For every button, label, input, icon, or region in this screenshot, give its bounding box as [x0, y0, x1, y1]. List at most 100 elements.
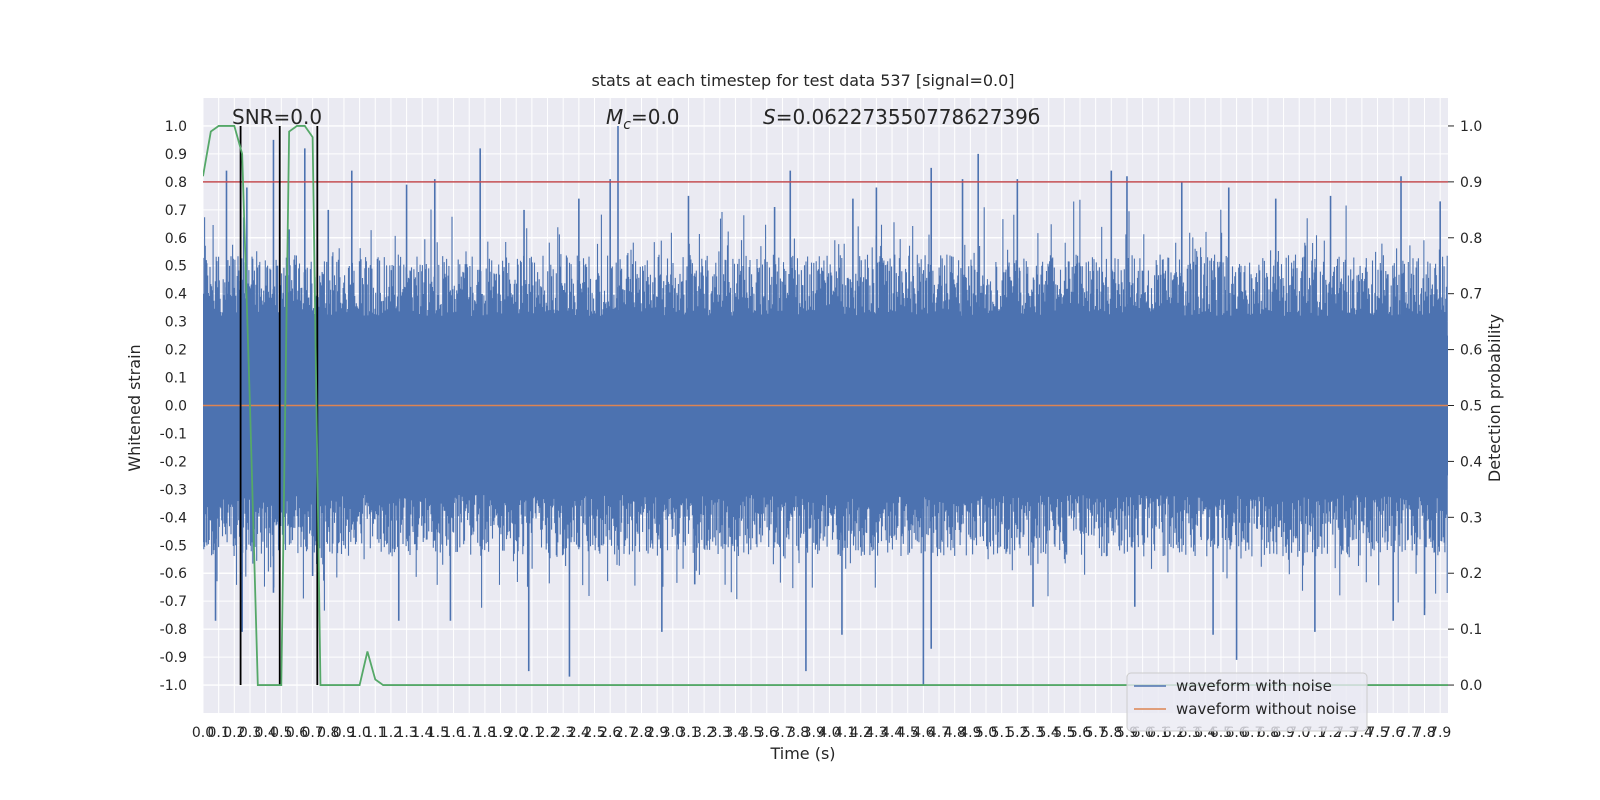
x-tick-label: 4.8: [944, 725, 966, 741]
chirp-mass-annotation: Mc=0.0: [606, 105, 680, 133]
y2-tick-label: 0.4: [1460, 454, 1482, 470]
x-tick-label: 5.0: [975, 725, 997, 741]
x-tick-label: 0.1: [208, 725, 230, 741]
x-tick-label: 1.9: [489, 725, 511, 741]
x-tick-label: 0.2: [223, 725, 245, 741]
x-tick-label: 3.8: [787, 725, 809, 741]
x-tick-label: 4.6: [912, 725, 934, 741]
x-tick-label: 1.4: [411, 725, 433, 741]
x-tick-label: 2.8: [630, 725, 652, 741]
y-tick-label: 0.7: [165, 203, 187, 219]
y2-tick-label: 0.7: [1460, 287, 1482, 303]
x-tick-label: 4.4: [881, 725, 903, 741]
y2-axis-label: Detection probability: [1485, 314, 1504, 482]
y-tick-label: 0.4: [165, 287, 187, 303]
x-tick-label: 5.2: [1006, 725, 1028, 741]
y-tick-label: 0.9: [165, 147, 187, 163]
x-tick-label: 2.3: [552, 725, 574, 741]
series-lines: [203, 125, 1448, 686]
x-tick-label: 0.6: [286, 725, 308, 741]
x-tick-label: 0.4: [255, 725, 277, 741]
y-axis-left: -1.0 -0.9 -0.8 -0.7 -0.6 -0.5 -0.4 -0.3 -0.2 -0.1…: [160, 119, 187, 694]
x-tick-label: 4.3: [865, 725, 887, 741]
x-tick-label: 1.3: [395, 725, 417, 741]
x-tick-label: 3.5: [740, 725, 762, 741]
x-tick-label: 4.9: [959, 725, 981, 741]
x-tick-label: 3.9: [803, 725, 825, 741]
y2-tick-label: 0.2: [1460, 566, 1482, 582]
y-tick-label: -0.5: [160, 538, 187, 554]
snr-annotation: SNR=0.0: [232, 105, 322, 129]
x-tick-label: 3.6: [756, 725, 778, 741]
x-tick-label: 3.1: [677, 725, 699, 741]
x-axis: 0.00.10.20.30.40.50.60.70.80.91.01.11.21…: [192, 725, 1451, 741]
y-tick-label: 1.0: [165, 119, 187, 135]
y-axis-right: 0.0 0.1 0.2 0.3 0.4 0.5 0.6 0.7 0.8 0.9 1.0: [1448, 119, 1482, 694]
x-tick-label: 3.0: [662, 725, 684, 741]
y-tick-label: 0.3: [165, 315, 187, 331]
x-tick-label: 0.5: [270, 725, 292, 741]
x-tick-label: 2.4: [568, 725, 590, 741]
x-tick-label: 1.1: [364, 725, 386, 741]
x-tick-label: 3.7: [771, 725, 793, 741]
x-tick-label: 0.3: [239, 725, 261, 741]
y2-tick-label: 0.8: [1460, 231, 1482, 247]
x-tick-label: 0.9: [333, 725, 355, 741]
score-annotation: S=0.06227355077862739б: [763, 105, 1040, 129]
x-tick-label: 1.2: [380, 725, 402, 741]
y2-tick-label: 0.1: [1460, 622, 1482, 638]
y-tick-label: -0.7: [160, 594, 187, 610]
x-tick-label: 0.8: [317, 725, 339, 741]
x-tick-label: 3.4: [724, 725, 746, 741]
legend: waveform with noise waveform without noi…: [1126, 672, 1368, 732]
chirp-mass-value: =0.0: [631, 105, 680, 129]
x-tick-label: 2.9: [646, 725, 668, 741]
x-tick-label: 5.7: [1085, 725, 1107, 741]
y2-tick-label: 1.0: [1460, 119, 1482, 135]
x-tick-label: 4.7: [928, 725, 950, 741]
x-tick-label: 2.5: [583, 725, 605, 741]
x-tick-label: 4.5: [897, 725, 919, 741]
x-tick-label: 0.7: [301, 725, 323, 741]
score-value: =0.06227355077862739б: [776, 105, 1041, 129]
x-tick-label: 7.7: [1398, 725, 1420, 741]
x-tick-label: 3.3: [709, 725, 731, 741]
chirp-mass-subscript: c: [623, 117, 631, 133]
x-tick-label: 2.0: [505, 725, 527, 741]
chirp-mass-symbol: M: [606, 105, 623, 129]
x-tick-label: 4.0: [818, 725, 840, 741]
x-tick-label: 4.1: [834, 725, 856, 741]
legend-label-waveform-with-noise: waveform with noise: [1176, 677, 1332, 695]
x-tick-label: 5.3: [1022, 725, 1044, 741]
score-symbol: S: [763, 105, 776, 129]
chart-title: stats at each timestep for test data 537…: [591, 71, 1014, 90]
y-tick-label: -1.0: [160, 678, 187, 694]
y-tick-label: 0.0: [165, 399, 187, 415]
x-tick-label: 1.5: [427, 725, 449, 741]
x-tick-label: 5.8: [1100, 725, 1122, 741]
y2-tick-label: 0.9: [1460, 175, 1482, 191]
legend-label-waveform-without-noise: waveform without noise: [1176, 700, 1356, 718]
x-tick-label: 0.0: [192, 725, 214, 741]
series-detection-probability: [203, 125, 1448, 686]
y-tick-label: -0.9: [160, 650, 187, 666]
y-tick-label: -0.3: [160, 482, 187, 498]
x-tick-label: 7.9: [1429, 725, 1451, 741]
y-tick-label: -0.6: [160, 566, 187, 582]
y2-tick-label: 0.3: [1460, 510, 1482, 526]
x-tick-label: 7.6: [1382, 725, 1404, 741]
x-tick-label: 2.6: [599, 725, 621, 741]
x-tick-label: 5.5: [1053, 725, 1075, 741]
x-tick-label: 2.2: [536, 725, 558, 741]
y2-tick-label: 0.6: [1460, 343, 1482, 359]
y-tick-label: 0.6: [165, 231, 187, 247]
y-tick-label: -0.2: [160, 454, 187, 470]
x-tick-label: 1.0: [348, 725, 370, 741]
y-tick-label: -0.8: [160, 622, 187, 638]
y-axis-label: Whitened strain: [125, 344, 144, 471]
x-tick-label: 5.6: [1069, 725, 1091, 741]
x-tick-label: 1.8: [474, 725, 496, 741]
y-tick-label: 0.2: [165, 343, 187, 359]
x-tick-label: 5.1: [991, 725, 1013, 741]
